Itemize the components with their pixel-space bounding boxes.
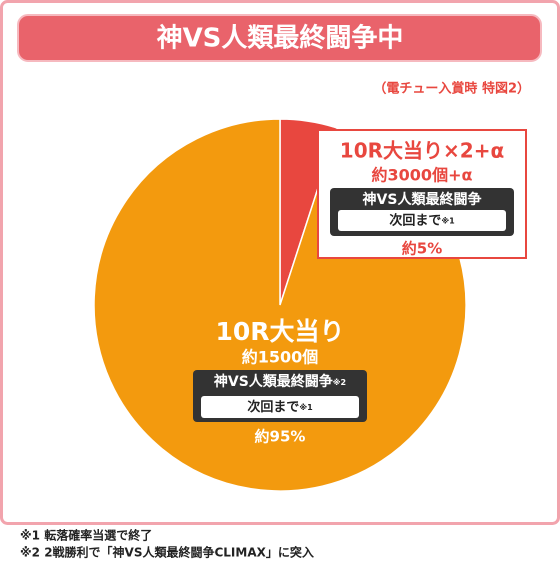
- next-label: 次回まで※1: [389, 212, 455, 228]
- next-label-text: 次回まで: [247, 399, 299, 415]
- next-label-text: 次回まで: [389, 212, 441, 228]
- mode-label: 神VS人類最終闘争※2: [214, 373, 346, 390]
- subtitle: （電チュー入賞時 特図2）: [373, 81, 530, 97]
- title-banner: [17, 14, 542, 62]
- value-label: 約95%: [255, 428, 306, 446]
- category-label: 10R大当り×2+α: [340, 139, 504, 163]
- footnote: ※2 2戦勝利で「神VS人類最終闘争CLIMAX」に突入: [20, 545, 314, 560]
- value-label: 約5%: [402, 240, 442, 258]
- next-label: 次回まで※1: [247, 399, 313, 415]
- mode-label-text: 神VS人類最終闘争: [363, 191, 482, 208]
- next-box: [201, 396, 359, 418]
- note: ※2: [333, 377, 346, 387]
- payout-label: 約1500個: [242, 348, 319, 367]
- next-box: [338, 210, 506, 231]
- note: ※1: [299, 402, 313, 412]
- mode-label: 神VS人類最終闘争: [363, 191, 482, 208]
- payout-label: 約3000個+α: [372, 166, 473, 185]
- chart-title: 神VS人類最終闘争中: [157, 23, 404, 54]
- mode-label-text: 神VS人類最終闘争: [214, 373, 333, 390]
- category-label: 10R大当り: [215, 317, 344, 346]
- footnote: ※1 転落確率当選で終了: [20, 528, 152, 543]
- note: ※1: [441, 215, 455, 225]
